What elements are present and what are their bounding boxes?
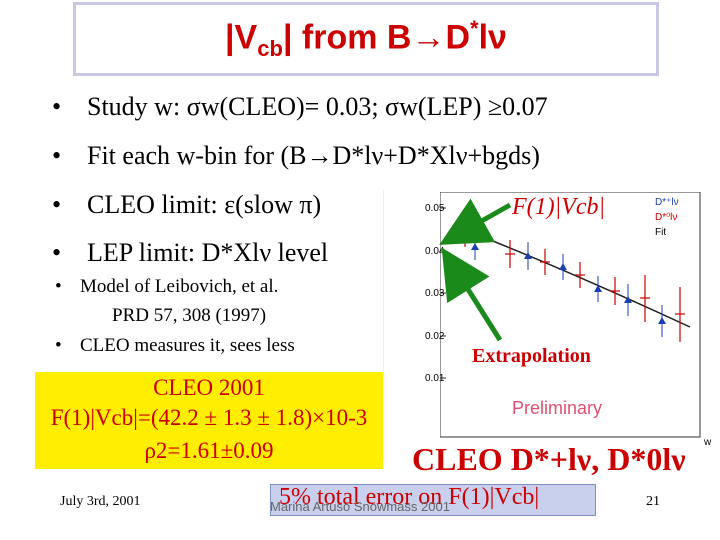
red-points [460,212,685,342]
page-number: 21 [646,494,660,509]
title-frame [73,2,659,76]
plot-area [383,190,720,460]
y-tick-0.02: 0.02 [425,331,445,342]
legend-fit: Fit [655,227,667,238]
y-tick-0.01: 0.01 [425,373,445,384]
plot-legend: D*⁺lν D*⁰lν Fit [655,195,679,240]
blue-points [471,243,666,324]
extrapolation-label: Extrapolation [472,345,591,367]
footer-date: July 3rd, 2001 [60,494,141,509]
error-note-box [270,484,596,516]
slide-title: |Vcb| from B→D*lν [225,16,507,62]
preliminary-label: Preliminary [512,398,603,418]
cleo-decay-label: CLEO D*+lν, D*0lν [412,441,686,477]
y-tick-0.04: 0.04 [425,246,445,257]
cleo-result-box [35,372,383,469]
x-axis-label: w [704,437,712,448]
plot-label-f1vcb: F(1)|Vcb| [512,194,606,220]
cleo-result-value: F(1)|Vcb|=(42.2 ± 1.3 ± 1.8)×10-3 [50,405,368,430]
cleo-result-rho: ρ2=1.61±0.09 [144,438,274,463]
y-tick-0.05: 0.05 [425,203,445,214]
footer-author: Marina Artuso Snowmass 2001 [270,499,450,514]
legend-dstar-plus: D*⁺lν [655,197,679,208]
cleo-result-title: CLEO 2001 [153,375,265,400]
legend-dstar-zero: D*⁰lν [655,212,678,223]
error-note: 5% total error on F(1)|Vcb| [279,484,540,510]
y-tick-0.03: 0.03 [425,288,445,299]
